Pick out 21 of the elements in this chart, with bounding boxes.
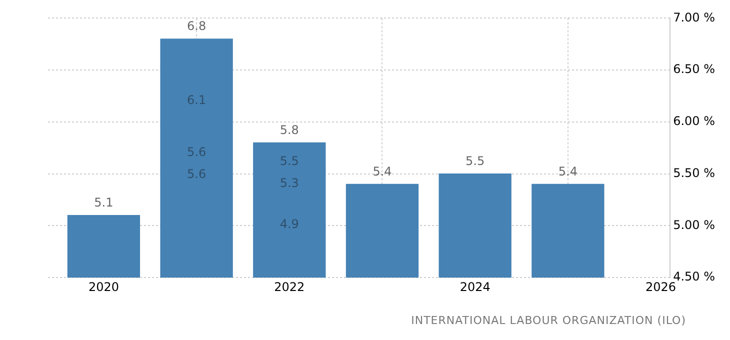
y-tick-label: 5.50 % bbox=[673, 166, 715, 180]
y-tick-label: 7.00 % bbox=[673, 10, 715, 24]
annotation: 5.3 bbox=[280, 176, 299, 190]
annotation: 5.6 bbox=[187, 167, 206, 182]
x-tick-label: 2022 bbox=[274, 280, 305, 294]
y-tick-label: 6.50 % bbox=[673, 62, 715, 76]
data-label: 5.4 bbox=[558, 164, 578, 178]
annotation: 5.6 bbox=[187, 145, 206, 160]
data-label: 5.8 bbox=[280, 122, 299, 137]
data-label: 6.8 bbox=[187, 19, 206, 34]
data-label: 5.1 bbox=[94, 195, 114, 210]
annotation: 6.1 bbox=[187, 93, 206, 108]
data-label: 5.4 bbox=[372, 164, 392, 178]
annotation: 4.9 bbox=[280, 217, 299, 232]
text: INTERNATIONAL LABOUR ORGANIZATION (ILO) bbox=[410, 314, 687, 327]
x-tick-label: 2024 bbox=[460, 280, 490, 294]
data-label: 5.5 bbox=[466, 154, 485, 168]
y-tick-label: 6.00 % bbox=[673, 114, 715, 128]
y-tick-label: 5.00 % bbox=[673, 218, 715, 232]
x-tick-label: 2020 bbox=[88, 280, 119, 294]
annotation: 5.5 bbox=[280, 154, 299, 168]
